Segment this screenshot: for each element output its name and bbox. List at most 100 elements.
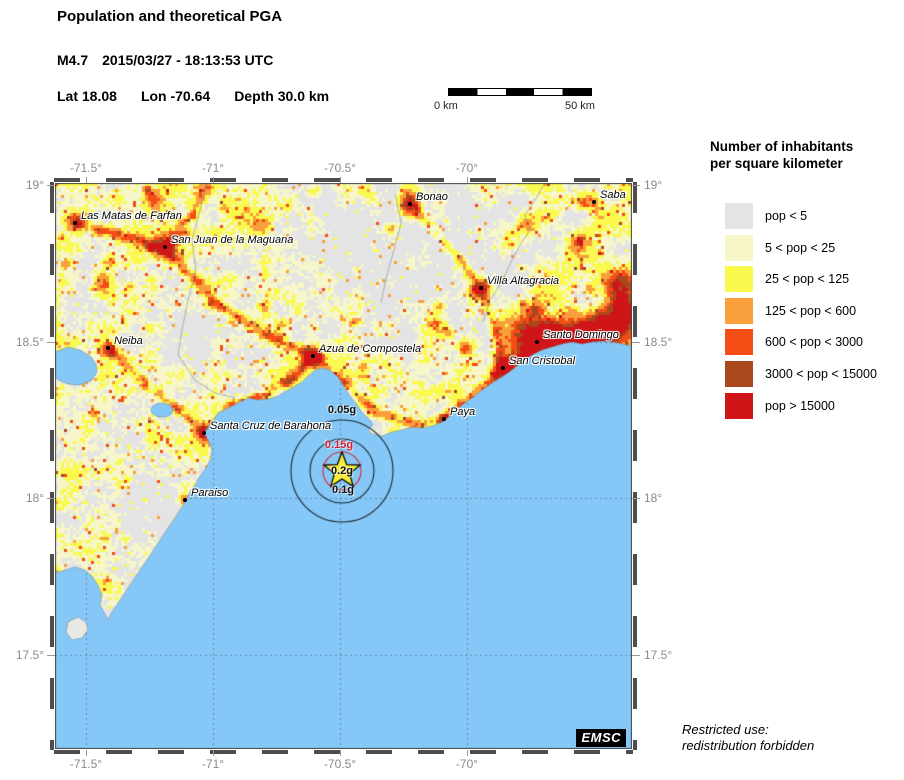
city-label: Villa Altagracia [487, 275, 560, 287]
axis-tick [47, 342, 55, 343]
city-label: San Juan de la Maguana [171, 234, 294, 246]
axis-tick [632, 185, 640, 186]
city-label: Paya [450, 406, 476, 418]
city-marker [501, 366, 505, 370]
axis-tick [86, 750, 87, 756]
legend-item: 3000 < pop < 15000 [710, 361, 904, 387]
axis-tick [47, 498, 55, 499]
map-frame-right [633, 182, 637, 750]
axis-tick [86, 177, 87, 183]
pga-ring-label: 0.15g [324, 439, 354, 451]
axis-label-left: 19° [25, 178, 44, 192]
legend-item: 5 < pop < 25 [710, 234, 904, 261]
city-label: Saba [600, 189, 626, 201]
legend-item-label: 600 < pop < 3000 [765, 335, 864, 350]
legend-item-label: pop > 15000 [765, 398, 835, 413]
restricted-line2: redistribution forbidden [682, 737, 815, 753]
map-frame-top [54, 178, 633, 182]
axis-label-bottom: -71.5° [69, 757, 103, 771]
legend-swatch [725, 297, 753, 324]
city-label: Santo Domingo [543, 329, 619, 341]
city-marker [73, 221, 77, 225]
city-label: San Cristobal [509, 355, 576, 367]
axis-label-left: 18° [25, 491, 44, 505]
magnitude: M4.7 [57, 52, 89, 68]
map-area: Las Matas de Farfan San Juan de la Maguan… [50, 178, 637, 754]
map-frame-left [50, 182, 54, 750]
population-legend: Number of inhabitants per square kilomet… [710, 138, 904, 419]
legend-item-label: pop < 5 [765, 209, 808, 223]
axis-label-right: 18.5° [644, 335, 673, 349]
city-marker [183, 498, 187, 502]
pga-ring-label: 0.1g [331, 484, 355, 496]
axis-label-right: 18° [644, 491, 663, 505]
legend-item-label: 125 < pop < 600 [765, 303, 857, 318]
city-label: Santa Cruz de Barahona [210, 420, 332, 432]
city-label: Neiba [114, 335, 143, 347]
axis-tick [632, 342, 640, 343]
map-frame-bottom [54, 750, 633, 754]
legend-item-label: 25 < pop < 125 [765, 272, 850, 287]
city-marker [202, 431, 206, 435]
depth: Depth 30.0 km [234, 88, 330, 104]
restricted-line1: Restricted use: [682, 722, 769, 737]
event-datetime: 2015/03/27 - 18:13:53 UTC [102, 52, 274, 68]
city-label: Paraiso [191, 487, 229, 499]
legend-title-line1: Number of inhabitants [710, 139, 854, 154]
city-label: Azua de Compostela [319, 343, 422, 355]
map-overlay: Las Matas de Farfan San Juan de la Maguan… [55, 183, 632, 749]
axis-tick [340, 750, 341, 756]
pga-ring-label: 0.05g [327, 404, 357, 416]
legend-item: 25 < pop < 125 [710, 266, 904, 293]
axis-label-top: -70.5° [323, 161, 357, 175]
legend-title-line2: per square kilometer [710, 156, 843, 171]
location-info: Lat 18.08 Lon -70.64 Depth 30.0 km [57, 88, 329, 104]
axis-tick [632, 655, 640, 656]
scale-bar [448, 88, 592, 96]
axis-label-top: -70° [455, 161, 479, 175]
axis-label-left: 17.5° [15, 648, 44, 662]
legend-item: 125 < pop < 600 [710, 297, 904, 324]
axis-tick [213, 750, 214, 756]
axis-label-top: -71.5° [69, 161, 103, 175]
axis-label-bottom: -71° [201, 757, 225, 771]
axis-tick [467, 750, 468, 756]
axis-label-left: 18.5° [15, 335, 44, 349]
axis-label-bottom: -70° [455, 757, 479, 771]
axis-label-bottom: -70.5° [323, 757, 357, 771]
legend-item: pop > 15000 [710, 392, 904, 419]
scale-bar-zero-label: 0 km [434, 100, 458, 112]
axis-tick [47, 655, 55, 656]
axis-tick [467, 177, 468, 183]
axis-label-top: -71° [201, 161, 225, 175]
axis-label-right: 17.5° [644, 648, 673, 662]
legend-item-label: 3000 < pop < 15000 [765, 367, 877, 381]
city-marker [535, 340, 539, 344]
restricted-use-note: Restricted use: redistribution forbidden [682, 722, 814, 753]
legend-item: pop < 5 [710, 203, 904, 229]
axis-label-right: 19° [644, 178, 663, 192]
latitude: Lat 18.08 [57, 88, 117, 104]
emsc-logo: EMSC [576, 729, 626, 747]
legend-swatch [725, 361, 753, 387]
page-title: Population and theoretical PGA [57, 8, 283, 25]
legend-swatch [725, 234, 753, 261]
city-marker [163, 245, 167, 249]
legend-swatch [725, 266, 753, 293]
axis-tick [340, 177, 341, 183]
city-marker [592, 200, 596, 204]
legend-swatch [725, 203, 753, 229]
legend-item-label: 5 < pop < 25 [765, 240, 836, 255]
city-label: Bonao [416, 191, 448, 203]
city-marker [442, 417, 446, 421]
city-marker [106, 346, 110, 350]
event-info: M4.7 2015/03/27 - 18:13:53 UTC [57, 52, 273, 68]
pga-ring-label: 0.2g [330, 465, 354, 477]
city-marker [311, 354, 315, 358]
legend-item: 600 < pop < 3000 [710, 329, 904, 356]
city-marker [408, 202, 412, 206]
axis-tick [47, 185, 55, 186]
scale-bar-max-label: 50 km [565, 100, 595, 112]
map-canvas [55, 183, 632, 749]
